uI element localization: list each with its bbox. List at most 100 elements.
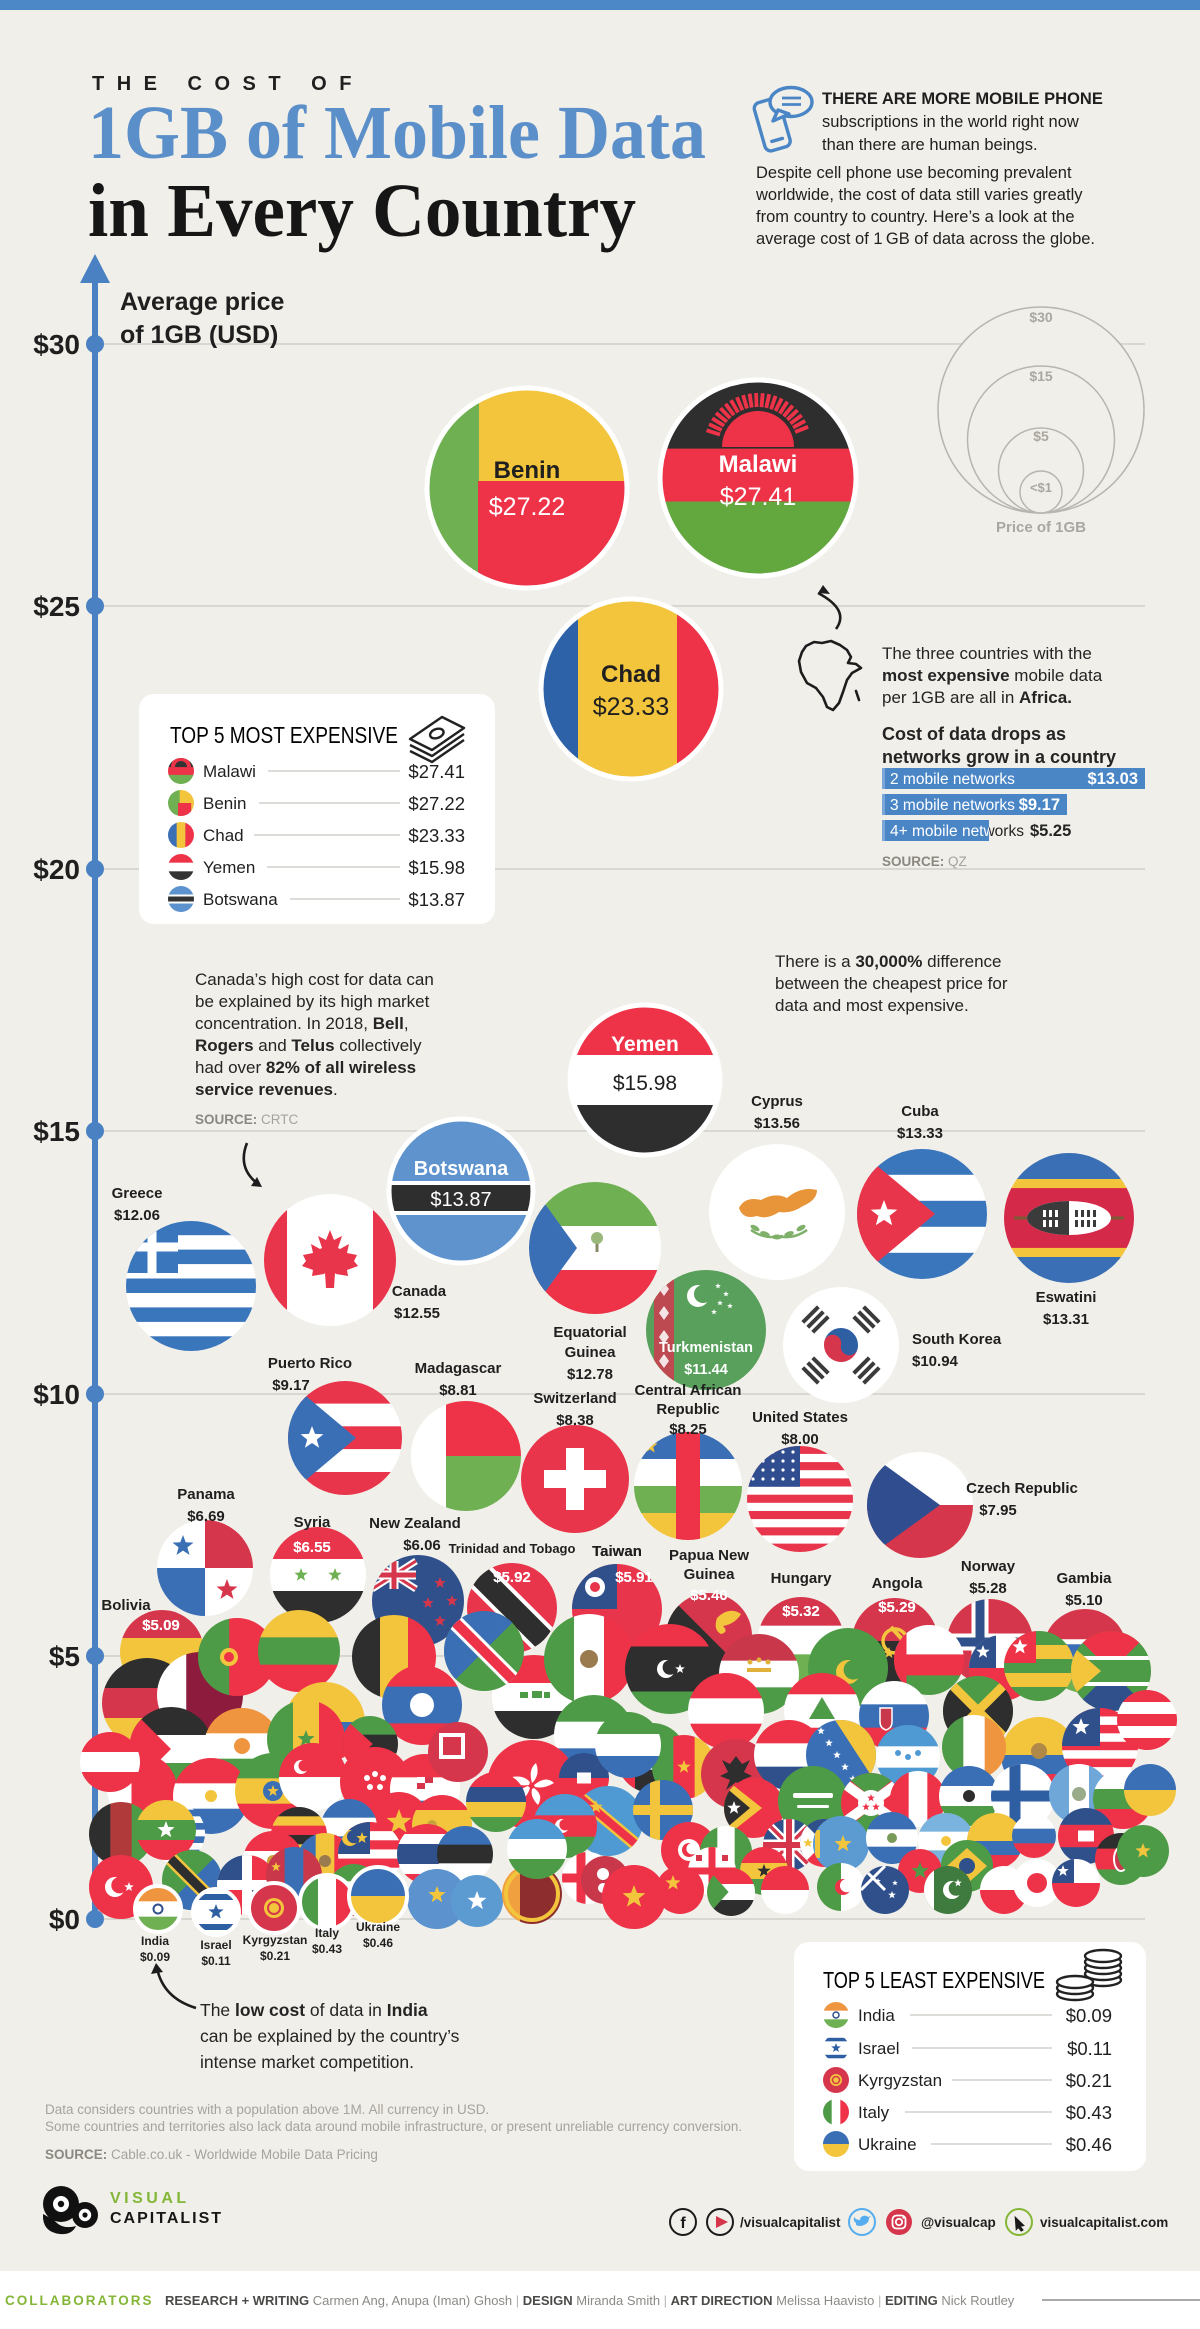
svg-text:$30: $30 [1029, 309, 1053, 325]
svg-text:Czech Republic: Czech Republic [966, 1480, 1078, 1497]
svg-text:Syria: Syria [294, 1514, 331, 1531]
svg-text:India: India [141, 1934, 169, 1948]
svg-text:$8.81: $8.81 [439, 1382, 477, 1399]
svg-text:$5.25: $5.25 [1030, 822, 1071, 840]
svg-text:$25: $25 [33, 591, 80, 622]
svg-text:The low cost of data in India: The low cost of data in India [200, 2000, 428, 2020]
svg-text:$13.03: $13.03 [1088, 770, 1138, 788]
svg-text:/visualcapitalist: /visualcapitalist [740, 2215, 841, 2230]
svg-text:$23.33: $23.33 [593, 693, 669, 721]
svg-text:of 1GB (USD): of 1GB (USD) [120, 321, 278, 349]
svg-text:between the cheapest price for: between the cheapest price for [775, 974, 1008, 993]
svg-text:$5.09: $5.09 [142, 1617, 180, 1634]
svg-text:$0.46: $0.46 [363, 1936, 393, 1950]
svg-text:from country to country. Here’: from country to country. Here’s a look a… [756, 208, 1075, 226]
svg-text:$0.11: $0.11 [201, 1954, 231, 1968]
svg-text:Yemen: Yemen [203, 858, 255, 877]
svg-text:Despite cell phone use becomin: Despite cell phone use becoming prevalen… [756, 164, 1072, 182]
svg-text:Ukraine: Ukraine [858, 2135, 917, 2154]
svg-text:THERE ARE MORE MOBILE PHONE: THERE ARE MORE MOBILE PHONE [822, 90, 1103, 108]
svg-text:THE COST OF: THE COST OF [92, 73, 364, 95]
svg-text:$15: $15 [1029, 368, 1053, 384]
svg-text:Botswana: Botswana [203, 890, 278, 909]
svg-text:There is a 30,000% difference: There is a 30,000% difference [775, 952, 1002, 971]
svg-text:$27.22: $27.22 [489, 493, 565, 521]
svg-text:Puerto Rico: Puerto Rico [268, 1355, 352, 1372]
svg-text:CAPITALIST: CAPITALIST [110, 2210, 223, 2227]
svg-text:Benin: Benin [494, 457, 561, 484]
svg-text:Republic: Republic [656, 1401, 719, 1418]
svg-text:$5.29: $5.29 [878, 1599, 916, 1616]
svg-text:$23.33: $23.33 [408, 825, 465, 846]
svg-text:Ukraine: Ukraine [356, 1920, 400, 1934]
svg-text:$13.87: $13.87 [430, 1189, 491, 1211]
svg-text:$5.09: $5.09 [142, 1617, 180, 1634]
svg-text:Canada: Canada [392, 1283, 447, 1300]
svg-text:Taiwan: Taiwan [592, 1543, 642, 1560]
svg-text:Italy: Italy [858, 2103, 890, 2122]
svg-text:United States: United States [752, 1409, 848, 1426]
svg-text:f: f [680, 2215, 686, 2232]
svg-text:$12.55: $12.55 [394, 1305, 440, 1322]
svg-text:The three countries with the: The three countries with the [882, 644, 1092, 663]
svg-text:$6.55: $6.55 [293, 1539, 331, 1556]
svg-text:Some countries and territories: Some countries and territories also lack… [45, 2119, 742, 2134]
svg-text:Canada’s high cost for data ca: Canada’s high cost for data can [195, 970, 434, 989]
svg-text:Madagascar: Madagascar [415, 1360, 502, 1377]
svg-text:4+ mobile networks: 4+ mobile networks [890, 823, 1024, 840]
svg-text:<$1: <$1 [1030, 480, 1052, 495]
svg-text:Cuba: Cuba [901, 1103, 939, 1120]
svg-text:RESEARCH + WRITING Carmen Ang,: RESEARCH + WRITING Carmen Ang, Anupa (Im… [165, 2293, 1015, 2308]
svg-text:$6.06: $6.06 [403, 1537, 441, 1554]
svg-text:$13.87: $13.87 [408, 889, 465, 910]
svg-text:Kyrgyzstan: Kyrgyzstan [858, 2071, 942, 2090]
svg-text:SOURCE: Cable.co.uk - Worldwid: SOURCE: Cable.co.uk - Worldwide Mobile D… [45, 2147, 378, 2162]
svg-text:concentration. In 2018, Bell,: concentration. In 2018, Bell, [195, 1014, 409, 1033]
svg-text:$6.55: $6.55 [293, 1539, 331, 1556]
svg-text:Benin: Benin [203, 794, 246, 813]
svg-text:Italy: Italy [315, 1926, 339, 1940]
svg-text:Switzerland: Switzerland [533, 1390, 616, 1407]
svg-text:Cost of data drops as: Cost of data drops as [882, 724, 1066, 744]
svg-text:Norway: Norway [961, 1558, 1016, 1575]
svg-text:$5.92: $5.92 [493, 1569, 531, 1586]
svg-text:$5.91: $5.91 [615, 1569, 653, 1586]
svg-text:had over 82% of all wireless: had over 82% of all wireless [195, 1058, 416, 1077]
svg-text:Guinea: Guinea [565, 1344, 617, 1361]
svg-text:$13.56: $13.56 [754, 1115, 800, 1132]
svg-text:$27.41: $27.41 [720, 483, 796, 511]
svg-text:$8.00: $8.00 [781, 1431, 819, 1448]
svg-text:$6.69: $6.69 [187, 1508, 225, 1525]
svg-text:visualcapitalist.com: visualcapitalist.com [1040, 2215, 1168, 2230]
svg-text:$5: $5 [49, 1641, 80, 1672]
svg-text:Taiwan: Taiwan [592, 1543, 642, 1560]
svg-text:Central African: Central African [635, 1382, 742, 1399]
svg-text:$5: $5 [1033, 428, 1049, 444]
svg-text:Data considers countries with: Data considers countries with a populati… [45, 2102, 489, 2117]
svg-text:$5.29: $5.29 [878, 1599, 916, 1616]
svg-text:Cyprus: Cyprus [751, 1093, 803, 1110]
svg-text:3 mobile networks: 3 mobile networks [890, 797, 1015, 814]
svg-text:Chad: Chad [203, 826, 244, 845]
svg-text:$0: $0 [49, 1904, 80, 1935]
svg-text:$0.09: $0.09 [140, 1950, 170, 1964]
svg-text:Turkmenistan: Turkmenistan [659, 1340, 753, 1356]
svg-text:$13.33: $13.33 [897, 1125, 943, 1142]
svg-text:$27.41: $27.41 [408, 761, 465, 782]
svg-text:can be explained by the countr: can be explained by the country’s [200, 2026, 460, 2046]
svg-text:$7.95: $7.95 [979, 1502, 1017, 1519]
svg-text:$11.44: $11.44 [684, 1362, 728, 1378]
svg-text:Gambia: Gambia [1056, 1570, 1112, 1587]
svg-text:VISUAL: VISUAL [110, 2190, 190, 2207]
svg-text:Eswatini: Eswatini [1036, 1289, 1097, 1306]
svg-text:$5.32: $5.32 [782, 1603, 820, 1620]
svg-text:Panama: Panama [177, 1486, 235, 1503]
svg-text:$27.22: $27.22 [408, 793, 465, 814]
svg-text:average cost of 1 GB of data a: average cost of 1 GB of data across the … [756, 230, 1095, 248]
svg-text:$5.40: $5.40 [690, 1587, 728, 1604]
svg-text:Average price: Average price [120, 288, 285, 316]
svg-text:$12.06: $12.06 [114, 1207, 160, 1224]
svg-text:$30: $30 [33, 329, 80, 360]
svg-text:SOURCE: CRTC: SOURCE: CRTC [195, 1112, 299, 1127]
svg-text:$8.38: $8.38 [556, 1412, 594, 1429]
